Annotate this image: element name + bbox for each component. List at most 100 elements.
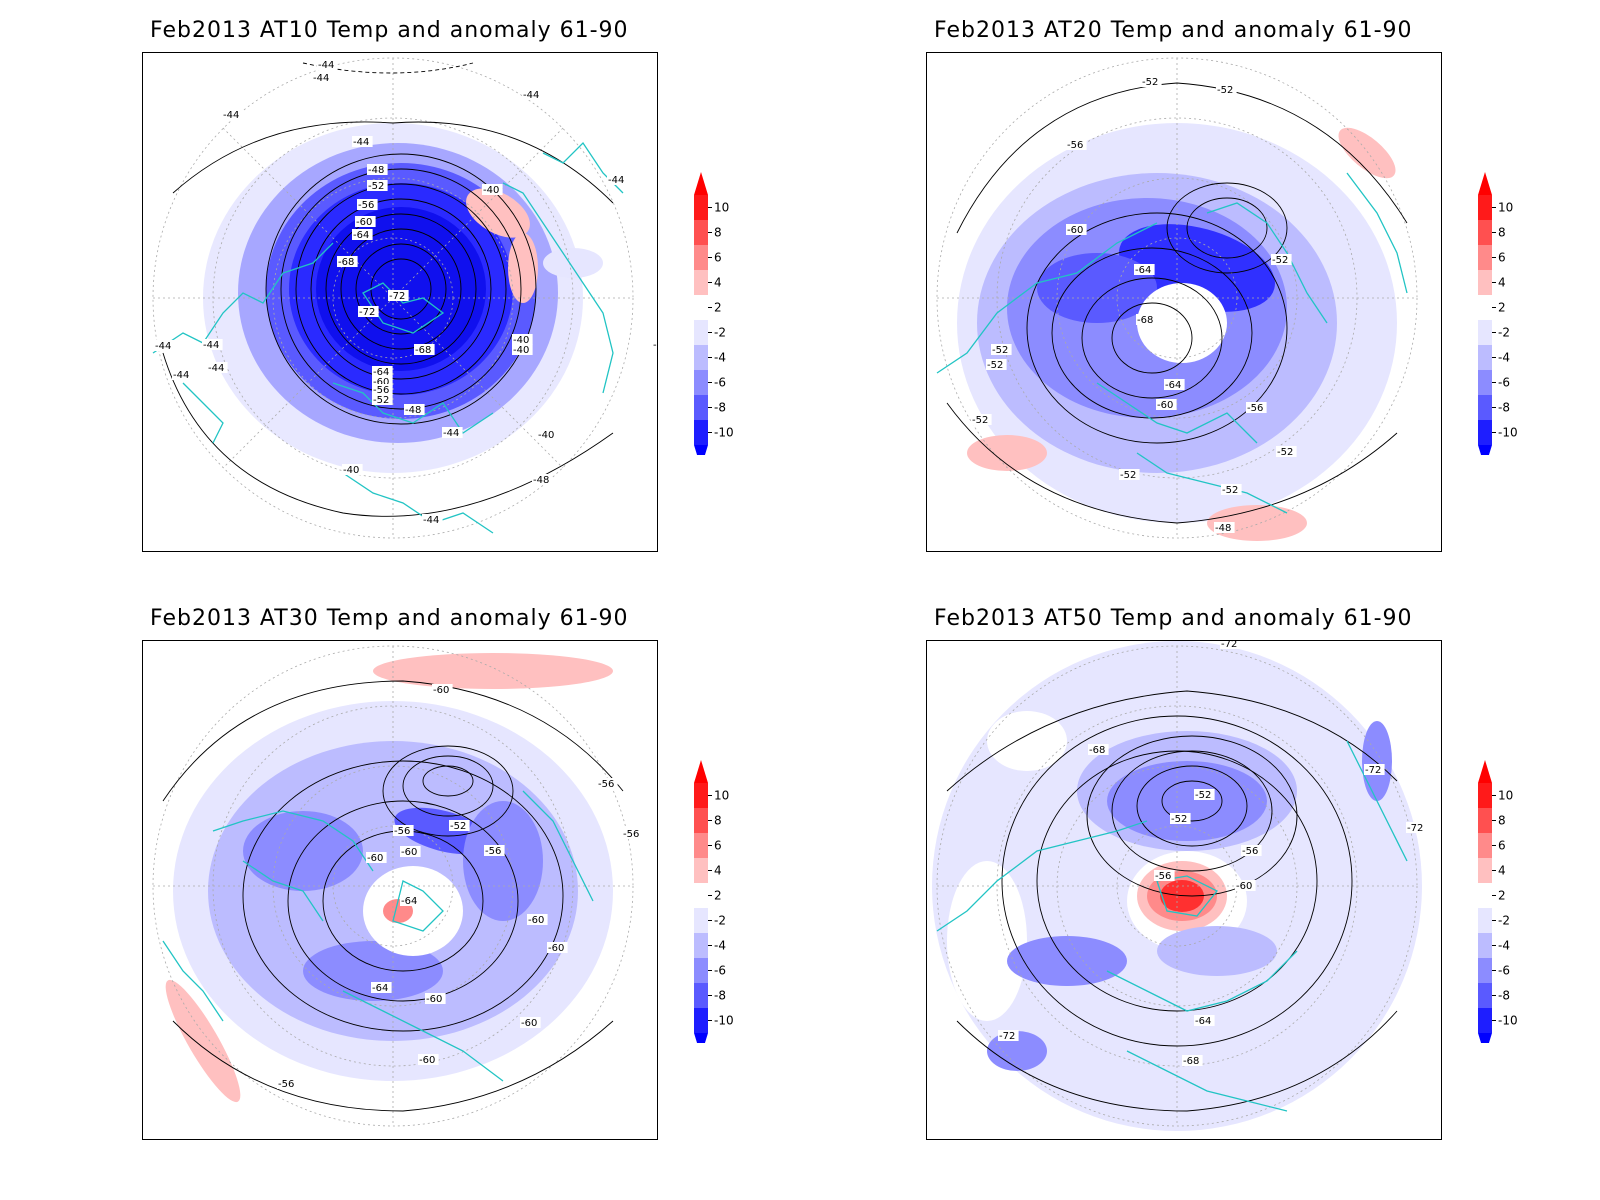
colorbar-segment [1478, 270, 1492, 295]
contour-label: -56 [485, 846, 501, 857]
contour-label: -64 [372, 983, 388, 994]
colorbar-segment [1478, 220, 1492, 245]
contour-label: -44 [203, 340, 219, 351]
contour-label-bg [432, 684, 453, 695]
contour-label-bg [414, 344, 435, 355]
contour-label-bg [622, 828, 643, 839]
contour-label-bg [372, 394, 393, 405]
contour-label-bg [367, 180, 388, 191]
colorbar-segment [1478, 833, 1492, 858]
colorbar-tick-label: -8 [714, 989, 726, 1003]
contour-label-bg [352, 229, 373, 240]
colorbar-segment [1478, 883, 1492, 908]
colorbar-segment [694, 908, 708, 933]
panel-title: Feb2013 AT10 Temp and anomaly 61-90 [150, 18, 629, 43]
contour-label: -52 [368, 181, 384, 192]
colorbar-over-triangle [1478, 760, 1492, 783]
coastlines [162, 790, 594, 1082]
contour-label: -52 [1171, 814, 1187, 825]
colorbar: 10 8 6 4 2 -2 -4 -6 -8 -10 [1474, 170, 1544, 455]
contour-label-bg [425, 993, 446, 1004]
contour-label-bg [991, 344, 1012, 355]
contour-label-bg [358, 306, 379, 317]
contour-label: -48 [368, 165, 384, 176]
contour-label: -44 [313, 73, 329, 84]
contour-label-bg [1194, 789, 1215, 800]
contour-label-bg [372, 384, 393, 395]
contour-label: -56 [1242, 846, 1258, 857]
contour-label-bg [355, 216, 376, 227]
contour-label: -44 [443, 428, 459, 439]
colorbar-tick-label: 4 [714, 276, 722, 290]
contour-label-bg [986, 359, 1007, 370]
contour-label: -56 [598, 779, 614, 790]
contour-label: -44 [608, 175, 624, 186]
colorbar-under-triangle [1478, 1033, 1492, 1043]
contour-label: -68 [1137, 315, 1153, 326]
colorbar-segment [694, 833, 708, 858]
contour-label-bg [422, 514, 443, 525]
contour-label-bg [998, 1030, 1019, 1041]
contour-label: -52 [1120, 470, 1136, 481]
contour-label-bg [372, 366, 393, 377]
anomaly-fill [957, 123, 1397, 541]
contour-label: -56 [1067, 140, 1083, 151]
contour-label-bg [484, 845, 505, 856]
contour-label: -56 [278, 1079, 294, 1090]
contour-label: -40 [513, 335, 529, 346]
colorbar-tick-label: 2 [1498, 889, 1506, 903]
contour-label-bg [418, 1054, 439, 1065]
contour-label-bg [1154, 870, 1175, 881]
contour-label: -56 [358, 200, 374, 211]
graticule [936, 57, 1418, 539]
contour-label-bg [527, 914, 548, 925]
colorbar-tick-label: -2 [714, 914, 726, 928]
contour-label-bg [1170, 813, 1191, 824]
contour-label: -40 [513, 345, 529, 356]
contour-label: -52 [987, 360, 1003, 371]
anomaly-fill [165, 653, 613, 1103]
colorbar-segment [694, 783, 708, 808]
contour-label-bg [971, 414, 992, 425]
contour-label: -56 [1155, 871, 1171, 882]
contour-label: -52 [450, 821, 466, 832]
colorbar-tick-label: -2 [1498, 326, 1510, 340]
contour-label: -48 [1215, 523, 1231, 534]
contour-label: -44 [173, 370, 189, 381]
colorbar-tick-label: -4 [714, 939, 726, 953]
colorbar-under-triangle [694, 1033, 708, 1043]
contour-label-bg [222, 109, 243, 120]
contour-label: -44 [208, 363, 224, 374]
contour-label-bg [357, 199, 378, 210]
contour-label-bg [449, 820, 470, 831]
colorbar-segment [1478, 195, 1492, 220]
colorbar-tick-label: -2 [714, 326, 726, 340]
colorbar-segment [1478, 320, 1492, 345]
contour-label: -40 [538, 430, 554, 441]
contour-label: -60 [419, 1055, 435, 1066]
contour-label: -72 [999, 1031, 1015, 1042]
contour-label-bg [1406, 822, 1427, 833]
colorbar-tick-label: 8 [714, 226, 722, 240]
colorbar-segment [694, 245, 708, 270]
colorbar-tick-label: -8 [1498, 401, 1510, 415]
colorbar-segment [694, 1008, 708, 1033]
contour-label: -68 [1089, 745, 1105, 756]
contour-label-bg [337, 256, 358, 267]
polar-map-at30: -60 -56 -56 -52 -56 -56 -60 -60 -64 -64 -60 -60 -60 -… [152, 645, 643, 1127]
contour-label: -60 [356, 217, 372, 228]
colorbar-segment [694, 983, 708, 1008]
colorbar-segment [694, 883, 708, 908]
colorbar-segment [1478, 1008, 1492, 1033]
contour-label-bg [372, 376, 393, 387]
colorbar-over-triangle [694, 172, 708, 195]
colorbar-segment [694, 270, 708, 295]
contour-label: -68 [338, 257, 354, 268]
contour-label-bg [1088, 744, 1109, 755]
colorbar-under-triangle [1478, 445, 1492, 455]
contour-label-bg [393, 825, 414, 836]
colorbar-segment [694, 395, 708, 420]
contour-label-bg [202, 339, 223, 350]
contour-label-bg [1066, 139, 1087, 150]
contour-label-bg [537, 429, 558, 440]
